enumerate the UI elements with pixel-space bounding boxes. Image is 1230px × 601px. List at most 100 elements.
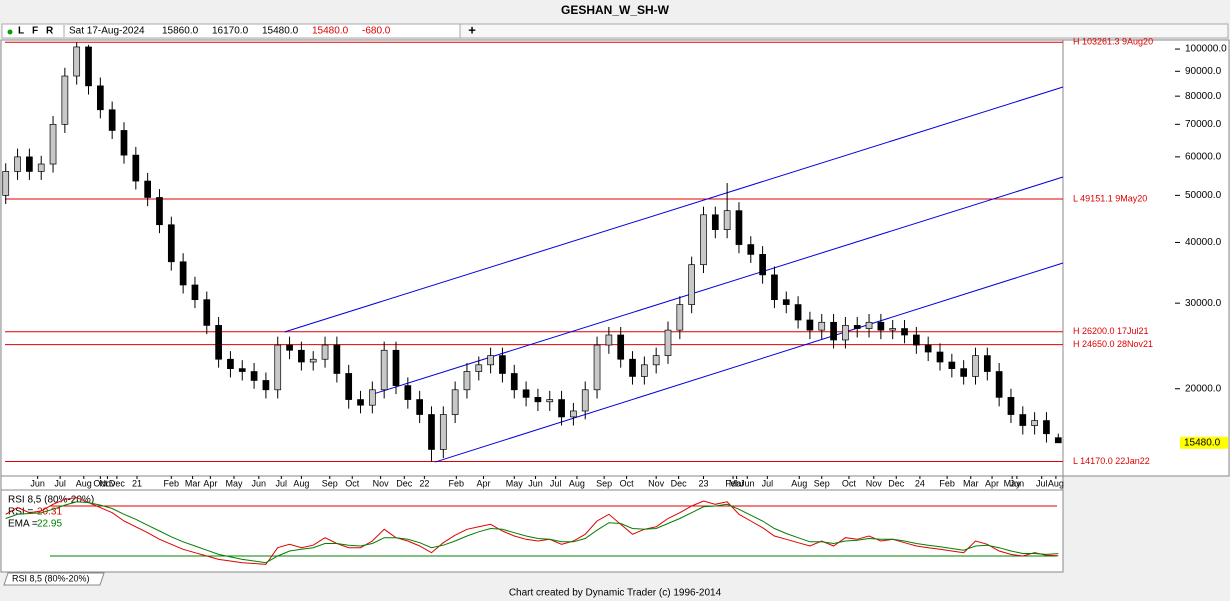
candle-body [132, 154, 140, 182]
add-button[interactable]: + [468, 22, 476, 37]
candle-body [286, 344, 293, 351]
legend-value: 22.95 [37, 519, 62, 530]
x-tick-label: 21 [132, 478, 142, 488]
candle-body [73, 46, 81, 77]
candle-body [853, 325, 861, 329]
candle-body [227, 358, 234, 369]
price-panel [0, 39, 1064, 477]
x-tick-label: Oct [93, 478, 108, 488]
candle-body [629, 358, 636, 377]
x-tick-label: Jun [30, 478, 45, 488]
candle-body [640, 364, 648, 377]
candle-body [250, 371, 258, 381]
candle-body [298, 349, 305, 363]
toolbar-close: 15480.0 [312, 26, 349, 37]
candle-body [972, 355, 979, 377]
candle-body [558, 399, 565, 418]
candle-body [191, 284, 199, 301]
candle-body [463, 371, 471, 391]
candle-body [948, 361, 956, 369]
candle-body [877, 321, 885, 331]
candle-body [759, 254, 766, 276]
toolbar-high: 16170.0 [212, 26, 249, 37]
x-tick-label: Sep [814, 478, 830, 488]
candle-body [700, 214, 707, 266]
trend-line [434, 262, 1064, 463]
candle-body [416, 399, 424, 415]
candle-body [605, 334, 613, 346]
x-tick-label: Oct [620, 478, 635, 488]
x-tick-label: Oct [345, 478, 360, 488]
candle-body [676, 304, 684, 331]
x-tick-label: Aug [569, 478, 585, 488]
x-tick-label: 23 [698, 478, 708, 488]
flag[interactable]: L [18, 26, 24, 37]
indicator-title: RSI 8,5 (80%-20%) [8, 495, 94, 506]
level-label: H 24650.0 28Nov21 [1073, 339, 1153, 349]
candle-body [451, 389, 459, 415]
flag[interactable]: R [46, 26, 54, 37]
x-tick-label: Jun [740, 478, 755, 488]
candle-body [179, 261, 187, 286]
candle-body [688, 264, 696, 305]
x-tick-label: Dec [109, 478, 126, 488]
indicator-tab-label[interactable]: RSI 8,5 (80%-20%) [12, 573, 90, 583]
candle-body [475, 364, 483, 372]
candle-body [1054, 437, 1062, 444]
candle-body [487, 355, 494, 366]
candle-body [936, 351, 944, 363]
candle-body [842, 325, 849, 341]
x-tick-label: Apr [985, 478, 999, 488]
x-tick-label: May [1004, 478, 1022, 488]
x-tick-label: Apr [203, 478, 217, 488]
x-tick-label: Jul [762, 478, 774, 488]
candle-body [333, 344, 341, 374]
x-tick-label: Jul [550, 478, 562, 488]
candle-body [49, 123, 57, 165]
candle-body [782, 299, 790, 305]
x-tick-label: Aug [1048, 478, 1064, 488]
toolbar-change: -680.0 [362, 26, 391, 37]
candle-body [593, 344, 601, 391]
candle-body [14, 156, 21, 172]
candle-body [711, 214, 719, 230]
candle-body [865, 321, 873, 329]
candle-body [26, 156, 33, 172]
last-price-badge [1180, 436, 1228, 449]
y-tick-label: 60000.0 [1185, 152, 1222, 163]
x-tick-label: Nov [373, 478, 390, 488]
candle-body [144, 180, 151, 198]
x-tick-label: 24 [915, 478, 925, 488]
trend-line [284, 86, 1064, 333]
candle-body [61, 75, 69, 125]
candle-body [510, 373, 518, 391]
y-tick-label: 30000.0 [1185, 298, 1222, 309]
candle-body [664, 329, 672, 356]
candle-body [238, 368, 246, 372]
candle-body [404, 385, 412, 400]
candle-body [262, 380, 270, 391]
x-tick-label: Feb [725, 478, 741, 488]
candle-body [806, 319, 814, 331]
indicator-line [5, 497, 1059, 565]
x-tick-label: Sep [596, 478, 612, 488]
candle-body [901, 328, 908, 336]
candle-body [983, 355, 991, 372]
x-tick-label: Dec [888, 478, 905, 488]
x-tick-label: Sep [322, 478, 338, 488]
candle-body [439, 414, 447, 450]
x-tick-label: Mar [963, 478, 979, 488]
candle-body [889, 328, 897, 331]
x-tick-label: Dec [396, 478, 413, 488]
x-tick-label: Jul [276, 478, 288, 488]
candle-body [818, 321, 826, 331]
candle-body [2, 171, 10, 196]
candle-body [167, 224, 175, 263]
x-tick-label: Aug [76, 478, 92, 488]
level-label: L 49151.1 9May20 [1073, 193, 1147, 203]
flag[interactable]: F [32, 26, 38, 37]
footer: Chart created by Dynamic Trader (c) 1996… [509, 588, 722, 599]
candle-body [830, 321, 837, 341]
indicator-tab[interactable] [3, 572, 105, 586]
